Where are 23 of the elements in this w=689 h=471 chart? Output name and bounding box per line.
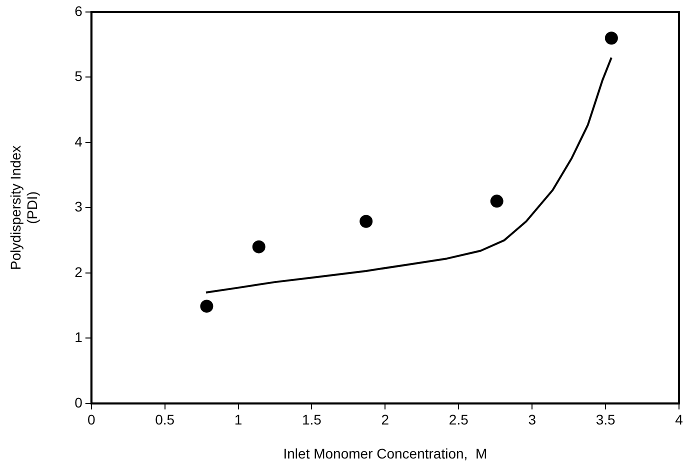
x-tick-label: 3 [528, 412, 536, 428]
y-tick-label: 0 [74, 394, 83, 410]
x-tick-label: 4 [675, 412, 684, 428]
y-tick-label: 2 [74, 264, 83, 280]
y-axis-title: Polydispersity Index (PDI) [7, 145, 40, 270]
x-tick-label: 2 [381, 412, 390, 428]
y-tick-label: 3 [74, 198, 83, 215]
x-tick-label: 1 [234, 412, 242, 428]
x-axis-title: Inlet Monomer Concentration, M [283, 445, 488, 462]
x-tick-label: 3.5 [596, 412, 616, 428]
point [252, 240, 266, 254]
y-tick-label: 5 [74, 68, 83, 84]
x-tick-label: 0.5 [155, 412, 175, 428]
y-tick-label: 4 [74, 133, 83, 150]
x-tick-label: 1.5 [302, 412, 322, 428]
point [200, 300, 214, 313]
point [360, 214, 373, 228]
point [490, 194, 504, 208]
x-tick-label: 0 [87, 412, 96, 428]
point [604, 32, 618, 45]
y-tick-label: 6 [74, 2, 83, 19]
y-tick-label: 1 [74, 329, 83, 346]
x-tick-label: 2.5 [448, 412, 469, 428]
